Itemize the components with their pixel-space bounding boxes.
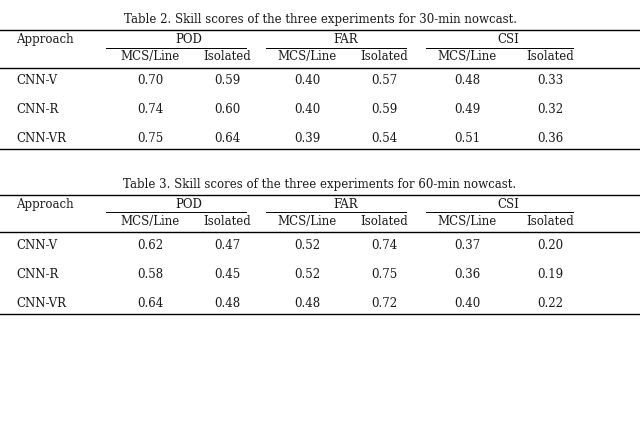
Text: 0.62: 0.62 xyxy=(138,239,163,252)
Text: 0.40: 0.40 xyxy=(294,103,321,116)
Text: CNN-R: CNN-R xyxy=(16,268,58,281)
Text: MCS/Line: MCS/Line xyxy=(438,215,497,228)
Text: 0.37: 0.37 xyxy=(454,239,481,252)
Text: 0.45: 0.45 xyxy=(214,268,241,281)
Text: CNN-VR: CNN-VR xyxy=(16,132,66,145)
Text: POD: POD xyxy=(175,33,202,46)
Text: CSI: CSI xyxy=(498,33,520,46)
Text: Approach: Approach xyxy=(16,33,74,46)
Text: Table 2. Skill scores of the three experiments for 30-min nowcast.: Table 2. Skill scores of the three exper… xyxy=(124,13,516,26)
Text: 0.22: 0.22 xyxy=(538,297,563,309)
Text: 0.59: 0.59 xyxy=(214,74,241,88)
Text: CNN-R: CNN-R xyxy=(16,103,58,116)
Text: CNN-VR: CNN-VR xyxy=(16,297,66,309)
Text: 0.74: 0.74 xyxy=(137,103,164,116)
Text: Isolated: Isolated xyxy=(204,50,251,63)
Text: FAR: FAR xyxy=(333,33,358,46)
Text: 0.49: 0.49 xyxy=(454,103,481,116)
Text: CNN-V: CNN-V xyxy=(16,74,57,88)
Text: MCS/Line: MCS/Line xyxy=(278,215,337,228)
Text: Table 3. Skill scores of the three experiments for 60-min nowcast.: Table 3. Skill scores of the three exper… xyxy=(124,178,516,191)
Text: 0.48: 0.48 xyxy=(454,74,480,88)
Text: MCS/Line: MCS/Line xyxy=(278,50,337,63)
Text: 0.72: 0.72 xyxy=(371,297,397,309)
Text: 0.40: 0.40 xyxy=(454,297,481,309)
Text: 0.54: 0.54 xyxy=(371,132,397,145)
Text: 0.20: 0.20 xyxy=(538,239,563,252)
Text: 0.47: 0.47 xyxy=(214,239,241,252)
Text: 0.48: 0.48 xyxy=(294,297,320,309)
Text: 0.39: 0.39 xyxy=(294,132,321,145)
Text: Isolated: Isolated xyxy=(360,215,408,228)
Text: 0.36: 0.36 xyxy=(454,268,481,281)
Text: Isolated: Isolated xyxy=(204,215,251,228)
Text: Isolated: Isolated xyxy=(527,50,574,63)
Text: 0.51: 0.51 xyxy=(454,132,480,145)
Text: MCS/Line: MCS/Line xyxy=(121,215,180,228)
Text: Approach: Approach xyxy=(16,198,74,210)
Text: 0.36: 0.36 xyxy=(537,132,564,145)
Text: 0.40: 0.40 xyxy=(294,74,321,88)
Text: 0.52: 0.52 xyxy=(294,268,320,281)
Text: 0.75: 0.75 xyxy=(371,268,397,281)
Text: 0.70: 0.70 xyxy=(137,74,164,88)
Text: 0.48: 0.48 xyxy=(214,297,240,309)
Text: MCS/Line: MCS/Line xyxy=(121,50,180,63)
Text: CNN-V: CNN-V xyxy=(16,239,57,252)
Text: 0.58: 0.58 xyxy=(138,268,163,281)
Text: 0.64: 0.64 xyxy=(137,297,164,309)
Text: 0.59: 0.59 xyxy=(371,103,397,116)
Text: FAR: FAR xyxy=(333,198,358,210)
Text: Isolated: Isolated xyxy=(527,215,574,228)
Text: 0.74: 0.74 xyxy=(371,239,397,252)
Text: 0.64: 0.64 xyxy=(214,132,241,145)
Text: 0.52: 0.52 xyxy=(294,239,320,252)
Text: CSI: CSI xyxy=(498,198,520,210)
Text: 0.60: 0.60 xyxy=(214,103,241,116)
Text: POD: POD xyxy=(175,198,202,210)
Text: 0.19: 0.19 xyxy=(538,268,563,281)
Text: Isolated: Isolated xyxy=(360,50,408,63)
Text: 0.33: 0.33 xyxy=(537,74,564,88)
Text: 0.32: 0.32 xyxy=(538,103,563,116)
Text: 0.57: 0.57 xyxy=(371,74,397,88)
Text: 0.75: 0.75 xyxy=(137,132,164,145)
Text: MCS/Line: MCS/Line xyxy=(438,50,497,63)
